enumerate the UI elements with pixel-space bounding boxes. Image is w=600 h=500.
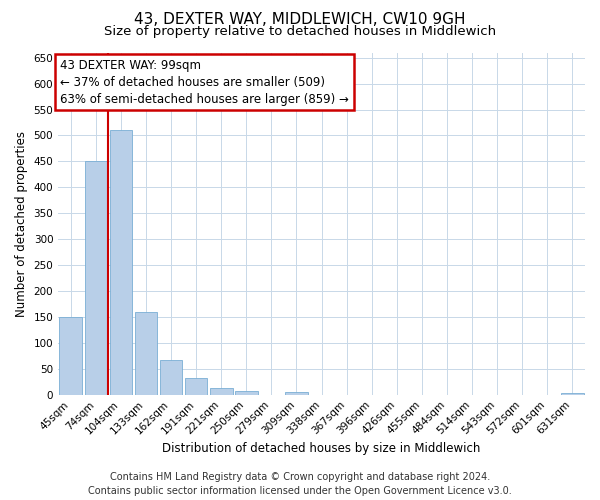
Text: 43 DEXTER WAY: 99sqm
← 37% of detached houses are smaller (509)
63% of semi-deta: 43 DEXTER WAY: 99sqm ← 37% of detached h…: [60, 58, 349, 106]
X-axis label: Distribution of detached houses by size in Middlewich: Distribution of detached houses by size …: [163, 442, 481, 455]
Text: Contains HM Land Registry data © Crown copyright and database right 2024.
Contai: Contains HM Land Registry data © Crown c…: [88, 472, 512, 496]
Bar: [85, 162, 107, 394]
Bar: [110, 130, 132, 394]
Text: Size of property relative to detached houses in Middlewich: Size of property relative to detached ho…: [104, 25, 496, 38]
Bar: [134, 312, 157, 394]
Bar: [160, 360, 182, 394]
Bar: [561, 393, 584, 394]
Text: 43, DEXTER WAY, MIDDLEWICH, CW10 9GH: 43, DEXTER WAY, MIDDLEWICH, CW10 9GH: [134, 12, 466, 28]
Y-axis label: Number of detached properties: Number of detached properties: [15, 130, 28, 316]
Bar: [59, 317, 82, 394]
Bar: [185, 378, 208, 394]
Bar: [285, 392, 308, 394]
Bar: [235, 390, 257, 394]
Bar: [210, 388, 233, 394]
